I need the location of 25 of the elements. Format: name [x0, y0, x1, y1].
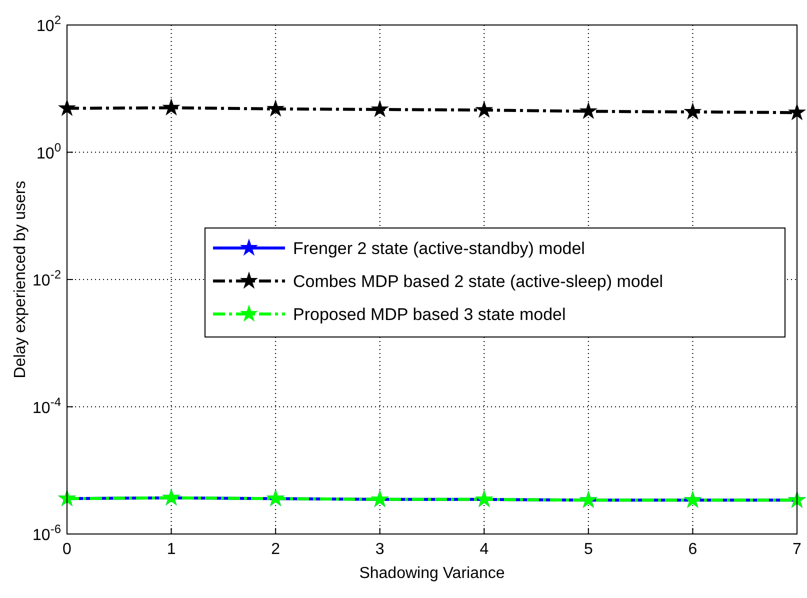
point — [163, 99, 180, 115]
point — [788, 104, 806, 120]
x-tick-label: 7 — [792, 541, 802, 558]
x-tick-label: 0 — [62, 541, 72, 558]
y-tick-label: 10$^{-6}$ — [32, 522, 62, 544]
x-tick-label: 2 — [271, 541, 280, 558]
y-tick-label: 10$^{0}$ — [36, 140, 62, 162]
point — [476, 102, 492, 117]
x-tick-label: 3 — [375, 541, 384, 558]
y-tick-label: 10$^{-4}$ — [32, 394, 62, 417]
x-tick-label: 4 — [480, 541, 489, 558]
point — [268, 100, 284, 116]
y-axis-title: Delay experienced by users — [12, 180, 29, 378]
legend-label: Proposed MDP based 3 state model — [293, 305, 566, 324]
point — [684, 104, 701, 119]
legend-label: Frenger 2 state (active-standby) model — [293, 239, 585, 258]
point — [372, 101, 388, 116]
x-tick-label: 5 — [584, 541, 593, 558]
x-tick-label: 1 — [166, 541, 176, 558]
x-axis-title: Shadowing Variance — [359, 565, 505, 582]
legend-label: Combes MDP based 2 state (active-sleep) model — [293, 272, 664, 291]
x-tick-label: 6 — [688, 541, 698, 558]
y-tick-label: 10$^{-2}$ — [32, 268, 62, 290]
point — [580, 102, 596, 118]
y-tick-label: 10$^{2}$ — [36, 13, 62, 35]
